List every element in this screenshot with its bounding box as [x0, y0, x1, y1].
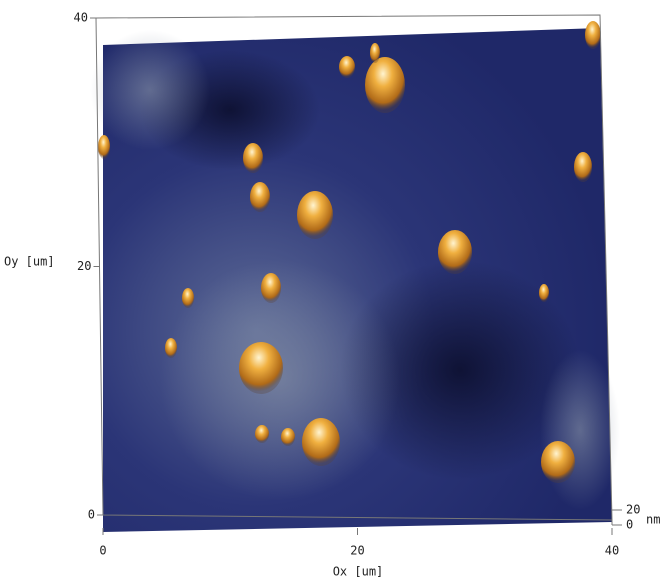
y-tick-label: 40: [74, 11, 88, 25]
surface: [90, 28, 620, 532]
x-axis-label: Ox [um]: [333, 565, 384, 579]
y-tick-label: 20: [77, 259, 91, 273]
z-axis-label: nm: [646, 513, 660, 527]
x-tick-label: 20: [350, 544, 364, 558]
x-tick-label: 40: [605, 544, 619, 558]
peaks: [98, 21, 601, 483]
y-axis-label: Oy [um]: [4, 255, 55, 269]
frame: [95, 14, 613, 525]
y-tick-label: 0: [88, 508, 95, 522]
x-tick-label: 0: [99, 544, 106, 558]
z-tick-label: 20: [626, 503, 640, 517]
z-tick-label: 0: [626, 518, 633, 532]
